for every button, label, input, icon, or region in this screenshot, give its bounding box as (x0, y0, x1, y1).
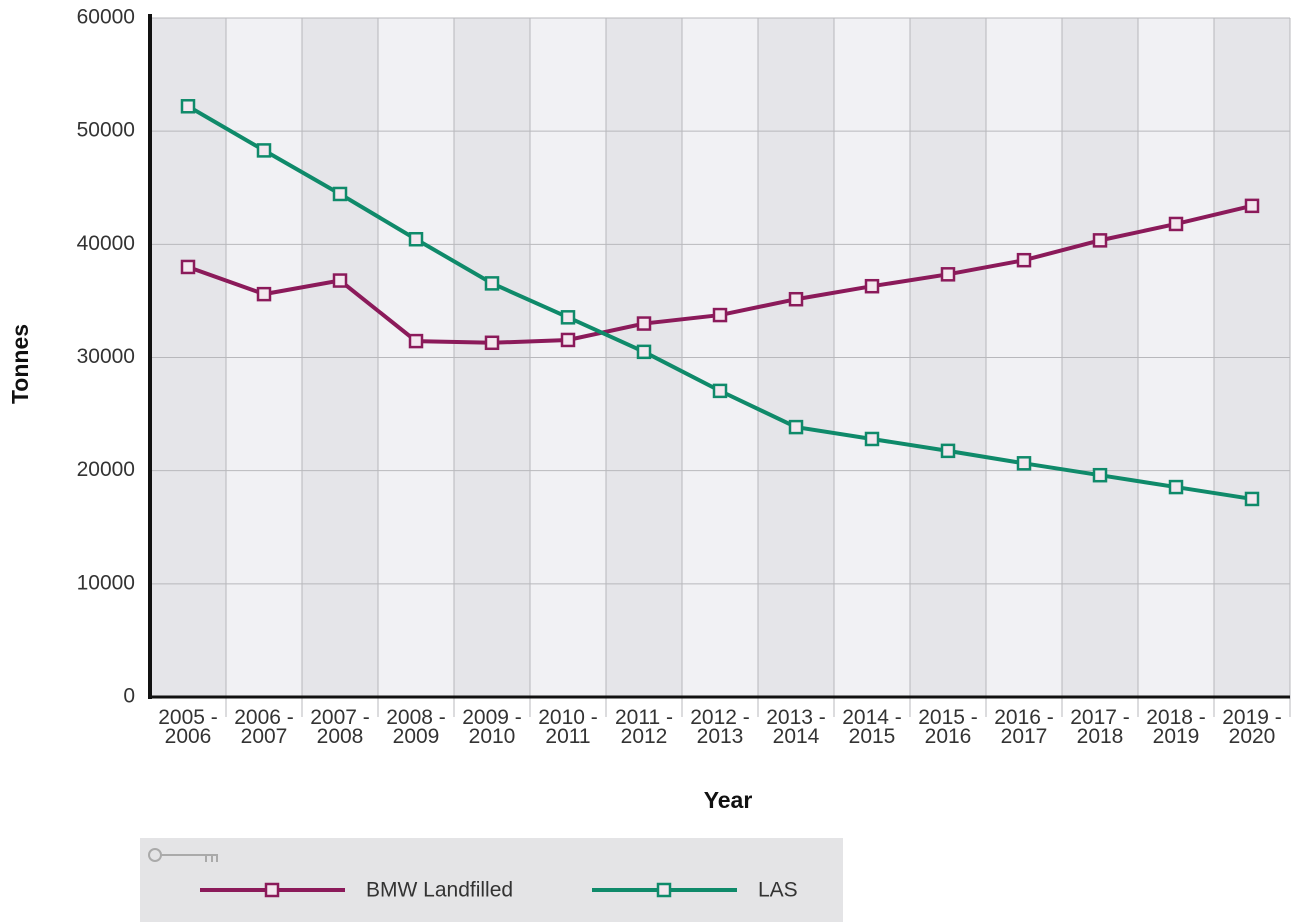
marker (1092, 467, 1108, 483)
x-tick-label: 2017 - 2018 (1070, 706, 1130, 748)
marker (1244, 491, 1260, 507)
x-tick-label: 2016 - 2017 (994, 706, 1054, 748)
marker (332, 273, 348, 288)
marker (332, 186, 348, 202)
marker (484, 276, 500, 291)
y-tick-label: 10000 (77, 571, 135, 594)
x-tick-label: 2018 - 2019 (1146, 706, 1206, 748)
x-tick-label: 2007 - 2008 (310, 706, 370, 748)
legend-label: BMW Landfilled (366, 879, 513, 902)
marker (636, 344, 652, 360)
y-tick-label: 30000 (77, 345, 135, 368)
y-tick-label: 40000 (77, 232, 135, 255)
marker (256, 286, 272, 302)
marker (864, 278, 880, 294)
x-tick-label: 2014 - 2015 (842, 706, 902, 748)
marker (656, 882, 672, 898)
marker (1092, 233, 1108, 248)
y-tick-label: 20000 (77, 458, 135, 481)
marker (788, 419, 804, 435)
marker (712, 307, 728, 323)
marker (1168, 216, 1184, 232)
marker (940, 267, 956, 282)
y-axis-title: Tonnes (7, 324, 33, 404)
x-tick-label: 2005 - 2006 (158, 706, 218, 748)
y-tick-label: 60000 (77, 6, 135, 29)
marker (1168, 479, 1184, 495)
x-tick-label: 2015 - 2016 (918, 706, 978, 748)
y-tick-label: 0 (123, 685, 135, 708)
x-tick-label: 2012 - 2013 (690, 706, 750, 748)
legend-box (140, 838, 843, 922)
marker (256, 143, 272, 158)
marker (940, 443, 956, 459)
marker (560, 332, 576, 348)
marker (1244, 198, 1260, 214)
marker (484, 335, 500, 351)
x-tick-label: 2008 - 2009 (386, 706, 446, 748)
x-axis-title: Year (704, 787, 753, 813)
x-tick-label: 2009 - 2010 (462, 706, 522, 748)
marker (560, 310, 576, 325)
marker (788, 291, 804, 307)
x-tick-label: 2013 - 2014 (766, 706, 826, 748)
x-tick-label: 2019 - 2020 (1222, 706, 1282, 748)
marker (636, 316, 652, 331)
marker (712, 383, 728, 399)
legend-key-icon (148, 848, 218, 862)
marker (264, 882, 280, 898)
x-tick-label: 2011 - 2012 (615, 706, 673, 748)
legend-label: LAS (758, 879, 798, 902)
marker (180, 259, 196, 275)
marker (1016, 456, 1032, 471)
x-tick-label: 2010 - 2011 (538, 706, 598, 748)
marker (864, 431, 880, 447)
marker (408, 333, 424, 349)
marker (1016, 252, 1032, 268)
y-tick-label: 50000 (77, 119, 135, 142)
marker (408, 231, 424, 247)
marker (180, 99, 196, 114)
x-tick-label: 2006 - 2007 (234, 706, 294, 748)
